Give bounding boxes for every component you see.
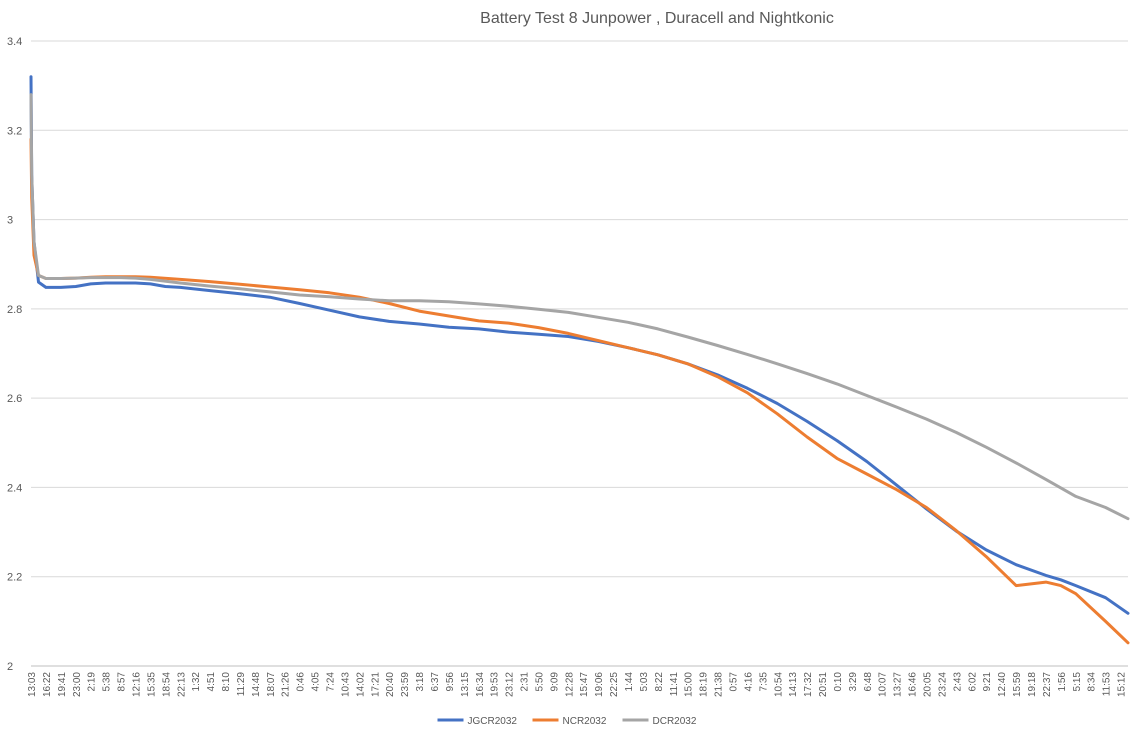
x-tick-label: 5:50: [534, 672, 545, 692]
x-tick-label: 21:26: [281, 672, 292, 697]
legend-label: DCR2032: [653, 716, 697, 727]
x-tick-label: 12:40: [997, 672, 1008, 697]
x-tick-label: 14:13: [788, 672, 799, 697]
x-tick-label: 16:34: [475, 672, 486, 697]
x-tick-label: 17:32: [803, 672, 814, 697]
x-tick-label: 14:02: [355, 672, 366, 697]
x-tick-label: 6:02: [967, 672, 978, 692]
legend-label: JGCR2032: [468, 716, 518, 727]
x-tick-label: 8:22: [654, 672, 665, 692]
x-tick-label: 17:21: [370, 672, 381, 697]
y-axis-tick-labels: 2 2.2 2.4 2.6 2.8 3 3.2 3.4: [7, 36, 22, 673]
x-tick-label: 0:46: [296, 672, 307, 692]
x-tick-label: 23:59: [400, 672, 411, 697]
series-line-jgcr2032: [29, 75, 1130, 615]
x-tick-label: 23:24: [937, 672, 948, 697]
x-tick-label: 8:34: [1087, 672, 1098, 692]
x-tick-label: 15:12: [1117, 672, 1128, 697]
x-tick-label: 22:25: [609, 672, 620, 697]
x-tick-label: 13:27: [893, 672, 904, 697]
x-tick-label: 2:31: [520, 672, 531, 692]
y-tick-label: 2.2: [7, 572, 22, 584]
x-tick-label: 13:03: [27, 672, 38, 697]
x-tick-label: 2:19: [87, 672, 98, 692]
series-line-dcr2032: [29, 93, 1130, 521]
x-tick-label: 18:07: [266, 672, 277, 697]
x-tick-label: 3:18: [415, 672, 426, 692]
x-tick-label: 5:38: [102, 672, 113, 692]
x-tick-label: 1:32: [191, 672, 202, 692]
y-tick-label: 2.4: [7, 482, 22, 494]
x-tick-label: 0:10: [833, 672, 844, 692]
x-tick-label: 18:54: [161, 672, 172, 697]
y-tick-label: 3.2: [7, 125, 22, 137]
x-tick-label: 3:29: [848, 672, 859, 692]
x-tick-label: 16:46: [908, 672, 919, 697]
x-tick-label: 12:16: [131, 672, 142, 697]
x-tick-label: 7:35: [758, 672, 769, 692]
x-tick-label: 1:44: [624, 672, 635, 692]
y-tick-label: 2.8: [7, 304, 22, 316]
y-tick-label: 3.4: [7, 36, 22, 48]
x-tick-label: 10:07: [878, 672, 889, 697]
x-tick-label: 10:54: [773, 672, 784, 697]
x-tick-label: 19:06: [594, 672, 605, 697]
gridlines: [31, 40, 1128, 667]
x-tick-label: 14:48: [251, 672, 262, 697]
x-tick-label: 15:47: [579, 672, 590, 697]
x-tick-label: 6:37: [430, 672, 441, 692]
x-tick-label: 10:43: [340, 672, 351, 697]
x-tick-label: 11:53: [1102, 672, 1113, 697]
x-tick-label: 1:56: [1057, 672, 1068, 692]
x-tick-label: 11:41: [669, 672, 680, 697]
x-tick-label: 19:41: [57, 672, 68, 697]
x-tick-label: 13:15: [460, 672, 471, 697]
x-tick-label: 15:59: [1012, 672, 1023, 697]
x-tick-label: 20:51: [818, 672, 829, 697]
legend-label: NCR2032: [563, 716, 607, 727]
x-tick-label: 8:57: [117, 672, 128, 692]
x-tick-label: 9:21: [982, 672, 993, 692]
legend: JGCR2032 NCR2032 DCR2032: [437, 716, 697, 727]
x-tick-label: 4:05: [311, 672, 322, 692]
x-tick-label: 21:38: [714, 672, 725, 697]
y-tick-label: 3: [7, 215, 13, 227]
x-tick-label: 18:19: [699, 672, 710, 697]
x-tick-label: 5:03: [639, 672, 650, 692]
x-tick-label: 7:24: [326, 672, 337, 692]
series-line-ncr2032: [29, 137, 1130, 645]
x-tick-label: 19:18: [1027, 672, 1038, 697]
x-tick-label: 6:48: [863, 672, 874, 692]
x-tick-label: 2:43: [952, 672, 963, 692]
x-tick-label: 4:51: [206, 672, 217, 692]
x-tick-label: 23:00: [72, 672, 83, 697]
x-tick-label: 19:53: [490, 672, 501, 697]
x-tick-label: 20:40: [385, 672, 396, 697]
x-tick-label: 15:35: [146, 672, 157, 697]
x-tick-label: 5:15: [1072, 672, 1083, 692]
series-lines: [29, 75, 1130, 645]
x-tick-label: 16:22: [42, 672, 53, 697]
x-tick-label: 8:10: [221, 672, 232, 692]
y-tick-label: 2: [7, 661, 13, 673]
x-tick-label: 4:16: [743, 672, 754, 692]
x-tick-label: 9:56: [445, 672, 456, 692]
y-tick-label: 2.6: [7, 393, 22, 405]
x-tick-label: 15:00: [684, 672, 695, 697]
x-tick-label: 20:05: [923, 672, 934, 697]
x-axis-tick-labels: 13:03 16:22 19:41 23:00 2:19 5:38 8:57 12:16 15:…: [27, 672, 1128, 697]
x-tick-label: 11:29: [236, 672, 247, 697]
chart-title: Battery Test 8 Junpower , Duracell and N…: [480, 10, 834, 27]
x-tick-label: 22:37: [1042, 672, 1053, 697]
x-tick-label: 22:13: [176, 672, 187, 697]
x-tick-label: 12:28: [564, 672, 575, 697]
x-tick-label: 9:09: [549, 672, 560, 692]
x-tick-label: 23:12: [505, 672, 516, 697]
x-tick-label: 0:57: [728, 672, 739, 692]
